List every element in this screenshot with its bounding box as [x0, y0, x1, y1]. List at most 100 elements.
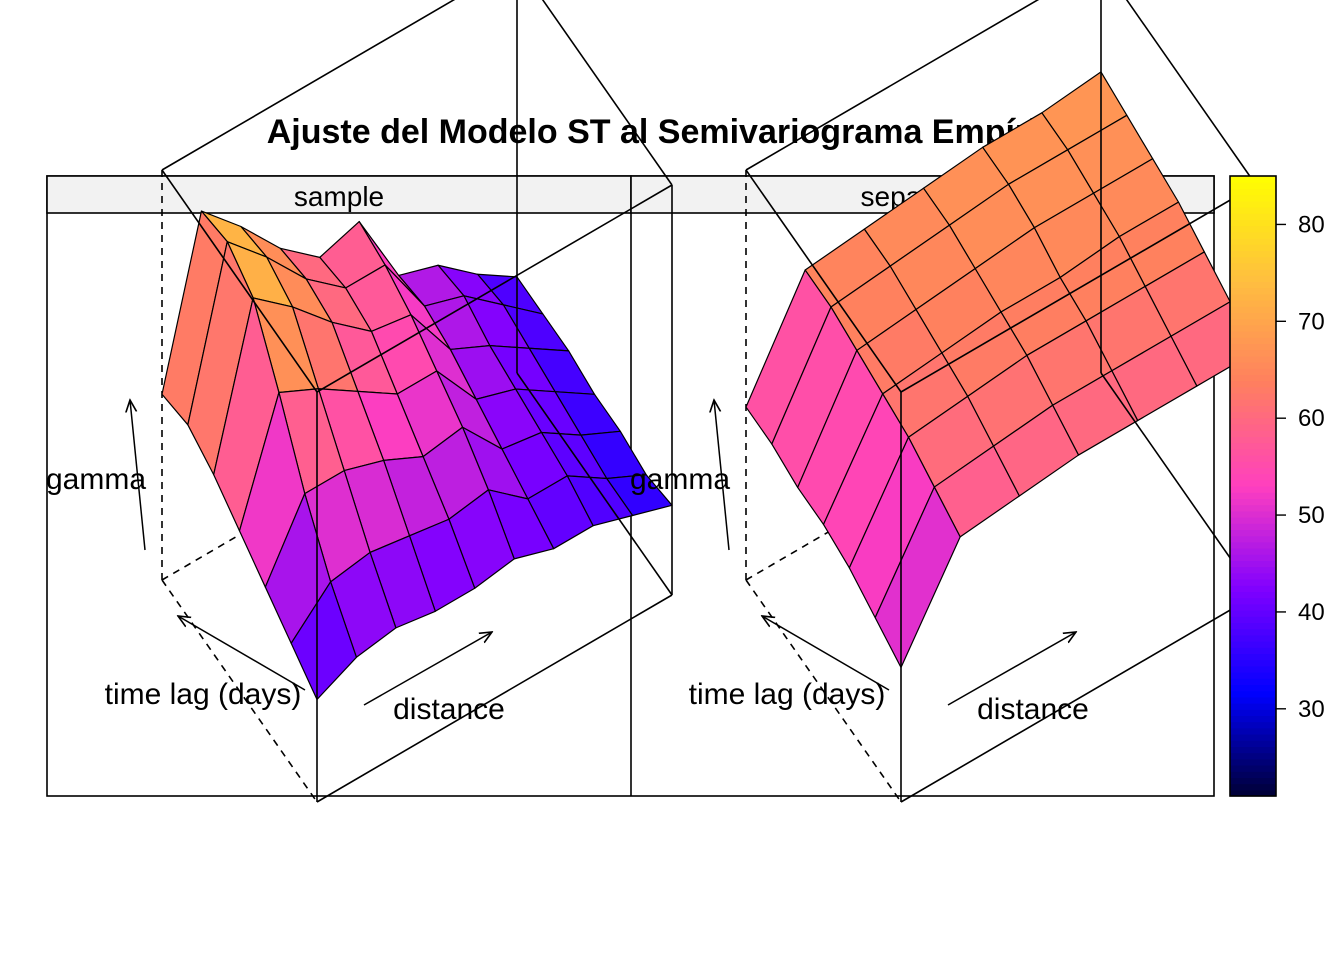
color-key-band [1230, 238, 1276, 245]
color-key-band [1230, 665, 1276, 673]
box-edge-bottom-right [516, 372, 673, 596]
box-edge-top-left [161, 169, 318, 393]
color-key-band [1230, 231, 1276, 239]
color-key-band [1230, 523, 1276, 530]
distance-axis-label: distance [393, 693, 505, 726]
color-key-band [1230, 188, 1276, 196]
color-key-tick-label: 70 [1298, 308, 1325, 335]
color-key-band [1230, 591, 1276, 599]
color-key-band [1230, 628, 1276, 636]
color-key-band [1230, 436, 1276, 444]
box-edge-bottom-front [316, 594, 673, 803]
color-key-band [1230, 324, 1276, 332]
gamma-axis-arrow [714, 400, 730, 551]
color-key-band [1230, 560, 1276, 568]
color-key-band [1230, 467, 1276, 475]
color-key-band [1230, 331, 1276, 338]
color-key-band [1230, 603, 1276, 611]
color-key-band [1230, 349, 1276, 357]
color-key-band [1230, 535, 1276, 543]
color-key-band [1230, 275, 1276, 282]
color-key-band [1230, 461, 1276, 468]
color-key-band [1230, 213, 1276, 220]
time-axis-arrow [178, 616, 306, 691]
color-key-band [1230, 207, 1276, 214]
color-key-frame [1229, 175, 1277, 797]
gamma-axis-label: gamma [630, 463, 730, 496]
color-key-band [1230, 622, 1276, 630]
color-key-band [1230, 684, 1276, 692]
color-key-band [1230, 219, 1276, 227]
color-key-band [1230, 703, 1276, 710]
color-key-band [1230, 281, 1276, 289]
color-key-band [1230, 659, 1276, 667]
color-key-band [1230, 176, 1276, 183]
color-key-band [1230, 200, 1276, 208]
color-key-band [1230, 529, 1276, 537]
color-key-band [1230, 783, 1276, 791]
color-key-band [1230, 312, 1276, 320]
color-key-band [1230, 473, 1276, 481]
color-key-band [1230, 399, 1276, 406]
color-key-tick-label: 80 [1298, 211, 1325, 238]
color-key-band [1230, 262, 1276, 270]
color-key-band [1230, 696, 1276, 704]
color-key-band [1230, 690, 1276, 698]
color-key-band [1230, 727, 1276, 735]
color-key-band [1230, 572, 1276, 580]
distance-axis-label: distance [977, 693, 1089, 726]
color-key-band [1230, 789, 1276, 797]
color-key-band [1230, 734, 1276, 741]
color-key-band [1230, 479, 1276, 487]
color-key-band [1230, 517, 1276, 524]
color-key-band [1230, 256, 1276, 264]
color-key-band [1230, 765, 1276, 772]
color-key-band [1230, 678, 1276, 685]
color-key-band [1230, 250, 1276, 258]
color-key-tick-label: 30 [1298, 696, 1325, 723]
box-edge-top-right [1125, 0, 1257, 186]
color-key-band [1230, 300, 1276, 307]
color-key-band [1230, 647, 1276, 654]
color-key-band [1230, 616, 1276, 623]
color-key-band [1230, 504, 1276, 512]
color-key-band [1230, 455, 1276, 462]
distance-axis-arrow [947, 632, 1076, 706]
color-key-band [1230, 393, 1276, 400]
color-key-band [1230, 194, 1276, 202]
color-key-band [1230, 715, 1276, 723]
gamma-axis-label: gamma [46, 463, 146, 496]
color-key-band [1230, 269, 1276, 276]
color-key-band [1230, 386, 1276, 394]
strip-label-sample: sample [294, 181, 384, 212]
color-key-band [1230, 672, 1276, 679]
color-key-band [1230, 740, 1276, 747]
color-key-band [1230, 355, 1276, 363]
strip-sample [46, 175, 632, 214]
color-key-band [1230, 374, 1276, 382]
color-key-band [1230, 244, 1276, 251]
color-key-band [1230, 653, 1276, 661]
box-edge-bottom-front [900, 594, 1257, 803]
color-key-band [1230, 362, 1276, 369]
color-key-band [1230, 424, 1276, 431]
color-key-tick-label: 60 [1298, 405, 1325, 432]
color-key-band [1230, 442, 1276, 450]
gamma-axis-arrow [130, 400, 146, 551]
color-key-band [1230, 380, 1276, 388]
color-key-band [1230, 368, 1276, 375]
color-key-band [1230, 448, 1276, 456]
color-key-band [1230, 486, 1276, 493]
color-key-band [1230, 634, 1276, 642]
color-key-band [1230, 405, 1276, 413]
color-key-tick-label: 40 [1298, 599, 1325, 626]
color-key-band [1230, 585, 1276, 592]
color-key-band [1230, 641, 1276, 648]
box-edge-top-right [541, 0, 673, 186]
surface-panel-sample: gamma time lag (days) distance [46, 0, 673, 803]
color-key-band [1230, 411, 1276, 419]
color-key-band [1230, 554, 1276, 561]
color-key-band [1230, 417, 1276, 425]
